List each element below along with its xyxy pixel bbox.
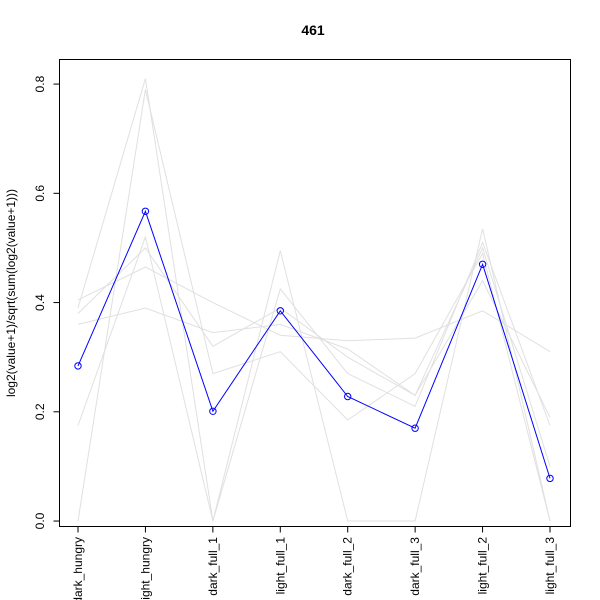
background-series-line xyxy=(77,279,551,418)
highlight-series-point xyxy=(344,392,352,401)
background-series-line xyxy=(77,246,551,467)
background-series-line xyxy=(77,78,551,522)
x-tick-label: light_hungry xyxy=(138,537,152,600)
x-tick-label: light_full_2 xyxy=(476,537,490,595)
highlight-series-point xyxy=(276,307,284,315)
x-tick-label: dark_full_2 xyxy=(341,537,355,596)
background-series-line xyxy=(77,266,551,353)
x-tick-label: light_full_1 xyxy=(273,537,287,595)
x-tick-label: dark_full_1 xyxy=(206,537,220,596)
y-tick-label: 0.6 xyxy=(33,185,47,202)
plot-frame xyxy=(59,59,571,527)
background-series-line xyxy=(77,89,551,522)
highlight-series-point xyxy=(546,474,554,483)
x-axis: dark_hungry light_hungry dark_full_1 light_… xyxy=(71,526,557,600)
background-series-line xyxy=(77,235,551,523)
highlight-series-point xyxy=(478,260,487,268)
y-tick-label: 0.8 xyxy=(33,75,47,92)
highlight-series-point xyxy=(74,362,82,370)
x-tick-label: light_full_3 xyxy=(543,537,557,595)
background-series-group xyxy=(77,78,551,523)
highlight-series-point xyxy=(141,207,150,216)
highlight-series-point xyxy=(411,424,419,432)
y-axis-label: log2(value+1)/sqrt(sum(log2(value+1))) xyxy=(4,189,18,397)
y-axis: 0.0 0.2 0.4 0.6 0.8 xyxy=(33,75,60,529)
chart-title: 461 xyxy=(301,22,325,38)
highlight-series-point xyxy=(209,407,217,415)
x-tick-label: dark_hungry xyxy=(71,537,85,600)
y-tick-label: 0.2 xyxy=(33,403,47,420)
y-tick-label: 0.4 xyxy=(33,294,47,311)
x-tick-label: dark_full_3 xyxy=(408,537,422,596)
y-tick-label: 0.0 xyxy=(33,512,47,529)
highlight-series-line xyxy=(77,209,551,479)
highlight-series-group xyxy=(74,207,554,483)
